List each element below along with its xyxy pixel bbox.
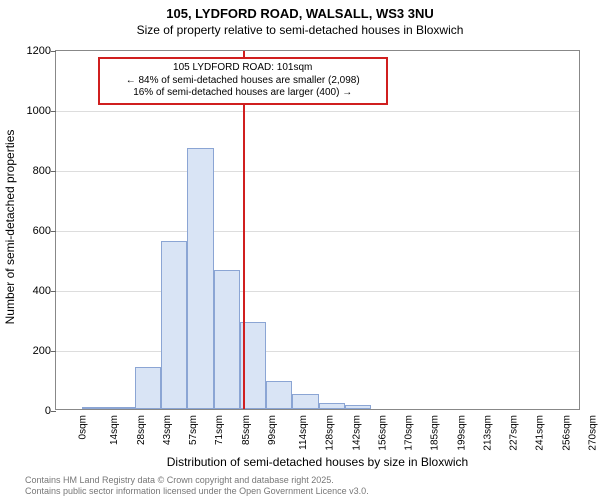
histogram-bar — [135, 367, 161, 409]
y-tick-label: 0 — [21, 405, 51, 417]
y-tick-label: 1000 — [21, 105, 51, 117]
histogram-bar — [319, 403, 345, 409]
x-tick-label: 170sqm — [404, 415, 415, 451]
annotation-line-1: 105 LYDFORD ROAD: 101sqm — [106, 62, 380, 75]
x-tick-label: 213sqm — [482, 415, 493, 451]
gridline — [56, 291, 579, 292]
chart-subtitle: Size of property relative to semi-detach… — [0, 21, 600, 37]
y-tick-label: 600 — [21, 225, 51, 237]
annotation-line-2: ← 84% of semi-detached houses are smalle… — [106, 75, 380, 88]
y-tick — [51, 351, 56, 352]
annotation-box: 105 LYDFORD ROAD: 101sqm ← 84% of semi-d… — [98, 57, 388, 105]
histogram-bar — [345, 405, 371, 409]
y-tick — [51, 411, 56, 412]
histogram-bar — [214, 270, 240, 410]
x-tick-label: 241sqm — [535, 415, 546, 451]
x-tick-label: 142sqm — [351, 415, 362, 451]
gridline — [56, 231, 579, 232]
x-tick-label: 227sqm — [509, 415, 520, 451]
footnote-line-1: Contains HM Land Registry data © Crown c… — [25, 475, 369, 486]
histogram-bar — [109, 407, 135, 409]
x-tick-label: 128sqm — [325, 415, 336, 451]
x-tick-label: 14sqm — [109, 415, 120, 445]
x-tick-label: 71sqm — [214, 415, 225, 445]
x-tick-label: 43sqm — [162, 415, 173, 445]
histogram-bar — [266, 381, 292, 410]
gridline — [56, 171, 579, 172]
footnote: Contains HM Land Registry data © Crown c… — [25, 475, 369, 497]
annotation-line-3: 16% of semi-detached houses are larger (… — [106, 87, 380, 100]
x-tick-label: 270sqm — [587, 415, 598, 451]
y-axis-title: Number of semi-detached properties — [3, 47, 17, 407]
x-tick-label: 114sqm — [298, 415, 309, 450]
x-tick-label: 0sqm — [77, 415, 88, 439]
x-tick-label: 99sqm — [267, 415, 278, 445]
reference-line — [243, 51, 245, 409]
x-axis-title: Distribution of semi-detached houses by … — [55, 455, 580, 469]
histogram-bar — [187, 148, 213, 409]
x-tick-label: 185sqm — [430, 415, 441, 451]
x-tick-label: 85sqm — [241, 415, 252, 445]
footnote-line-2: Contains public sector information licen… — [25, 486, 369, 497]
x-tick-label: 199sqm — [456, 415, 467, 451]
histogram-bar — [161, 241, 187, 409]
x-tick-label: 156sqm — [377, 415, 388, 451]
y-tick-label: 800 — [21, 165, 51, 177]
y-tick — [51, 111, 56, 112]
x-tick-label: 28sqm — [136, 415, 147, 445]
histogram-bar — [292, 394, 318, 409]
gridline — [56, 351, 579, 352]
y-tick-label: 400 — [21, 285, 51, 297]
x-tick-label: 57sqm — [188, 415, 199, 445]
y-tick — [51, 51, 56, 52]
chart-title: 105, LYDFORD ROAD, WALSALL, WS3 3NU — [0, 0, 600, 21]
y-tick — [51, 171, 56, 172]
plot-area: 105 LYDFORD ROAD: 101sqm ← 84% of semi-d… — [55, 50, 580, 410]
x-tick-label: 256sqm — [561, 415, 572, 451]
y-tick — [51, 291, 56, 292]
y-tick-label: 1200 — [21, 45, 51, 57]
chart-container: 105, LYDFORD ROAD, WALSALL, WS3 3NU Size… — [0, 0, 600, 500]
y-tick-label: 200 — [21, 345, 51, 357]
gridline — [56, 111, 579, 112]
histogram-bar — [82, 407, 108, 409]
y-tick — [51, 231, 56, 232]
